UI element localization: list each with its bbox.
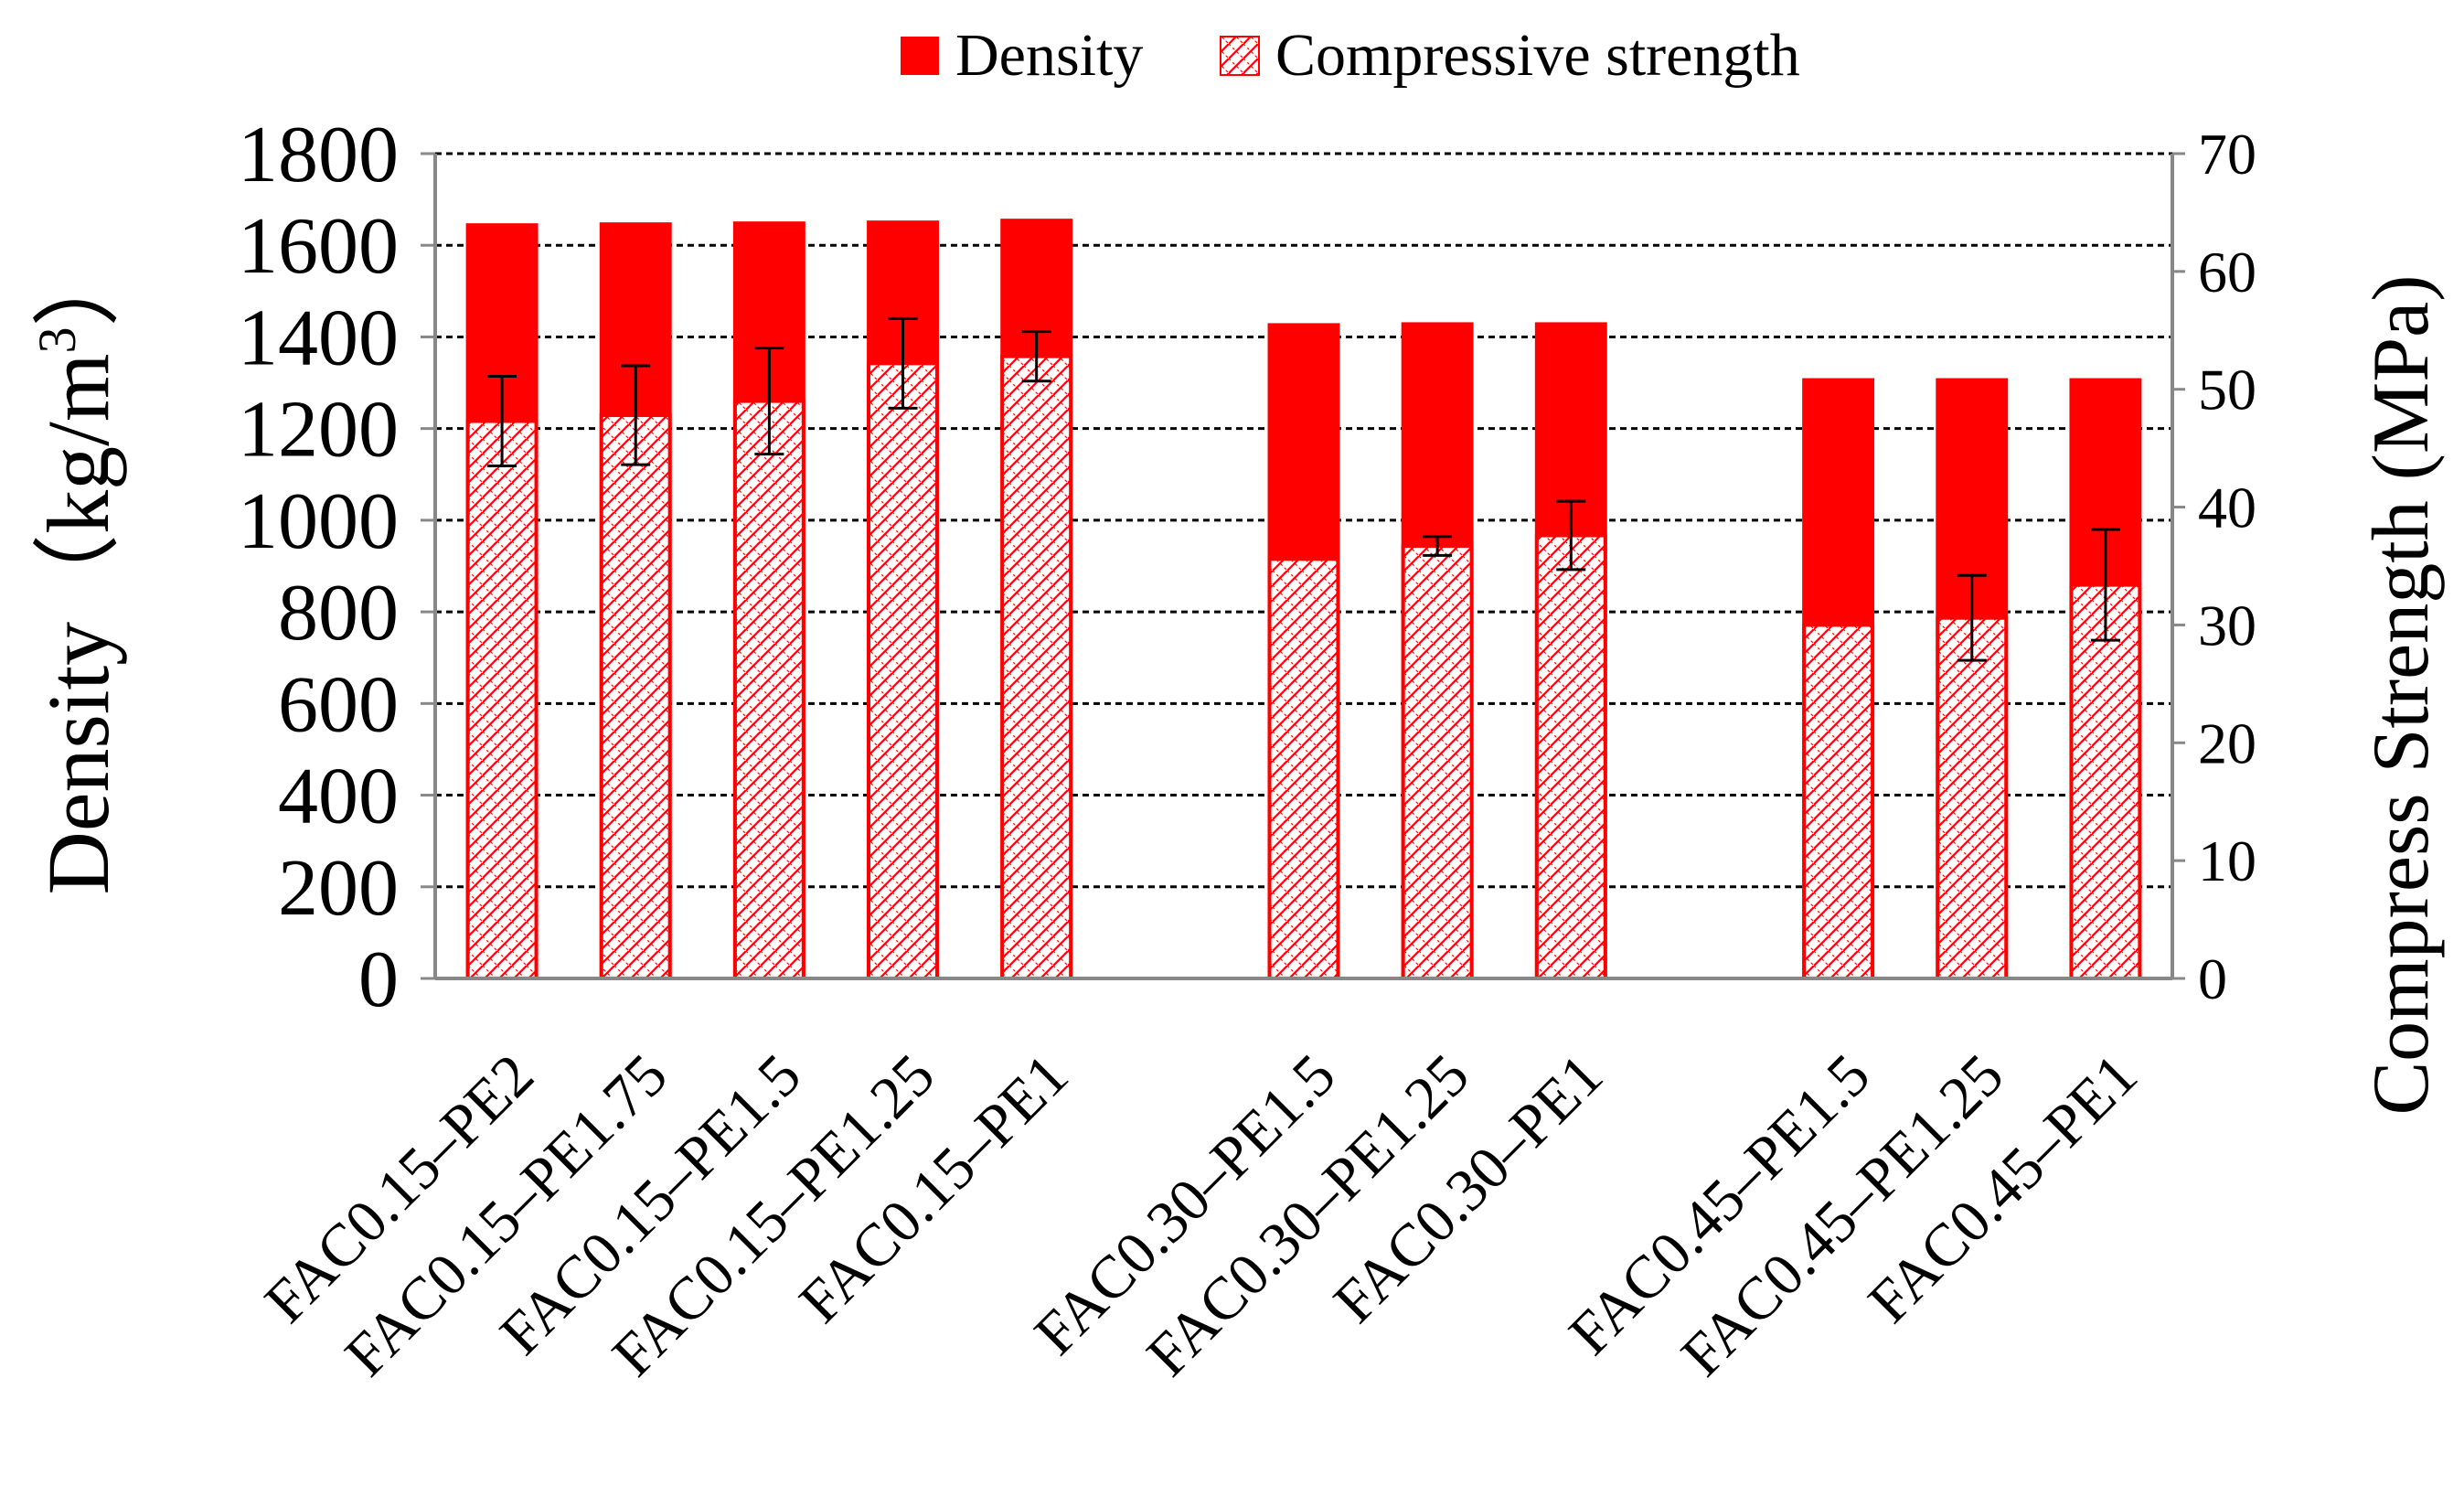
legend-label-density: Density: [955, 22, 1143, 89]
left-tick-label: 0: [358, 935, 399, 1024]
left-tick-label: 1600: [238, 202, 399, 291]
x-axis-labels: FAC0.15–PE2FAC0.15–PE1.75FAC0.15–PE1.5FA…: [252, 1042, 2150, 1389]
left-tick-label: 800: [278, 569, 399, 657]
left-tick-label: 1800: [238, 111, 399, 199]
legend-swatch-compressive-strength: [1220, 36, 1260, 76]
right-tick-label: 70: [2198, 122, 2256, 187]
left-tick-label: 1200: [238, 386, 399, 475]
strength-bar: [599, 413, 672, 980]
left-tick-label: 1400: [238, 294, 399, 382]
left-axis-title-main: Density（kg/m: [29, 354, 127, 895]
right-tick-label: 30: [2198, 593, 2256, 657]
strength-bar: [867, 361, 939, 980]
legend: Density Compressive strength: [901, 22, 1800, 89]
right-tick-label: 20: [2198, 711, 2256, 775]
strength-bar: [1534, 533, 1607, 980]
right-tick-label: 10: [2198, 828, 2256, 893]
strength-bar: [1802, 623, 1875, 981]
strength-bar: [1000, 354, 1073, 980]
right-tick-label: 40: [2198, 476, 2256, 540]
right-tick-label: 60: [2198, 240, 2256, 305]
left-axis-title: Density（kg/m3）: [27, 240, 127, 895]
right-axis-ticks: 0 10 20 30 40 50 60 70: [2172, 122, 2256, 1011]
left-tick-label: 200: [278, 844, 399, 933]
left-tick-label: 400: [278, 753, 399, 841]
legend-swatch-density: [901, 37, 939, 75]
left-tick-label: 600: [278, 660, 399, 749]
strength-bar: [465, 419, 539, 980]
error-bars: [487, 316, 2120, 662]
left-tick-label: 1000: [238, 477, 399, 566]
right-tick-label: 50: [2198, 358, 2256, 422]
strength-bar: [1401, 544, 1474, 980]
strength-bar: [2069, 582, 2142, 980]
right-axis-title: Compress Strength (MPa): [2357, 274, 2446, 1115]
strength-bar: [1267, 557, 1340, 980]
left-axis-title-close: ）: [29, 240, 127, 327]
strength-bar: [1936, 615, 2009, 980]
left-axis-title-sup: 3: [27, 327, 87, 354]
axes: [433, 154, 2174, 980]
right-tick-label: 0: [2198, 946, 2227, 1011]
legend-label-compressive-strength: Compressive strength: [1275, 22, 1800, 89]
strength-bar: [732, 399, 805, 981]
